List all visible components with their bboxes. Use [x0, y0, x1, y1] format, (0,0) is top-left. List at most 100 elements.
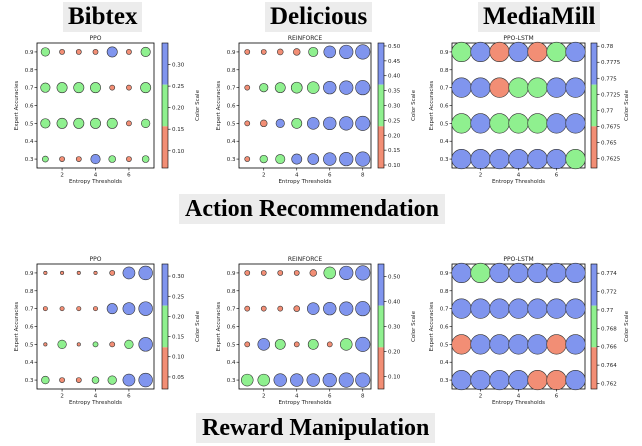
colorbar-tick-label: 0.25: [172, 84, 185, 90]
scatter-marker: [244, 49, 251, 55]
scatter-marker: [355, 265, 371, 281]
colorbar-segment-high: [591, 43, 597, 85]
x-tick-label: 6: [328, 173, 332, 179]
scatter-marker: [274, 338, 286, 350]
scatter-marker: [126, 84, 132, 91]
scatter-marker: [90, 82, 101, 94]
scatter-marker: [138, 337, 153, 352]
colorbar-label: Color Scale: [195, 310, 201, 342]
scatter-marker: [40, 47, 50, 57]
scatter-marker: [290, 373, 304, 387]
scatter-marker: [57, 339, 67, 349]
y-tick-label: 0.7: [227, 307, 236, 313]
scatter-marker: [306, 117, 320, 130]
y-tick-label: 0.8: [25, 68, 34, 74]
y-tick-label: 0.9: [440, 50, 449, 56]
scatter-marker: [489, 298, 510, 319]
x-tick-label: 8: [361, 173, 365, 179]
chart-title: PPO: [90, 256, 102, 263]
scatter-marker: [546, 334, 567, 355]
scatter-marker: [140, 46, 151, 57]
colorbar-tick-label: 0.40: [388, 74, 401, 80]
scatter-marker: [109, 270, 116, 276]
scatter-marker: [260, 49, 267, 55]
scatter-marker: [141, 118, 151, 128]
scatter-marker: [489, 369, 510, 391]
colorbar-tick-label: 0.10: [388, 375, 401, 381]
y-tick-label: 0.9: [25, 50, 34, 56]
scatter-marker: [470, 41, 491, 63]
scatter-marker: [138, 301, 153, 316]
colorbar-tick-label: 0.15: [388, 148, 401, 154]
colorbar-tick-label: 0.772: [601, 290, 617, 296]
colorbar-segment-high: [162, 264, 168, 306]
y-tick-label: 0.8: [440, 289, 449, 295]
x-tick-label: 6: [328, 394, 332, 400]
x-tick-label: 4: [295, 173, 299, 179]
y-tick-label: 0.6: [440, 325, 449, 331]
colorbar-segment-high: [378, 43, 384, 85]
colorbar-label: Color Scale: [624, 89, 630, 121]
colorbar-label: Color Scale: [411, 310, 417, 342]
colorbar-tick-label: 0.78: [601, 44, 614, 50]
y-tick-label: 0.6: [25, 104, 34, 110]
x-tick-label: 6: [127, 394, 131, 400]
plot-frame: [36, 42, 155, 169]
x-tick-label: 4: [517, 394, 521, 400]
scatter-marker: [73, 117, 85, 129]
scatter-marker: [93, 306, 98, 312]
colorbar-tick-label: 0.7775: [601, 60, 621, 66]
scatter-marker: [470, 148, 491, 170]
x-tick-label: 4: [94, 173, 98, 179]
scatter-marker: [451, 41, 472, 63]
scatter-marker: [293, 341, 300, 348]
scatter-marker: [275, 118, 285, 128]
scatter-marker: [326, 341, 333, 348]
scatter-marker: [75, 156, 82, 162]
scatter-marker: [508, 369, 529, 391]
scatter-marker: [489, 41, 510, 63]
colorbar-frame: [161, 42, 169, 169]
y-tick-label: 0.7: [440, 307, 449, 313]
scatter-marker: [109, 84, 116, 91]
y-tick-label: 0.4: [227, 360, 236, 366]
colorbar-tick-label: 0.7625: [601, 156, 621, 162]
colorbar-tick-label: 0.20: [172, 106, 185, 112]
scatter-marker: [106, 46, 118, 58]
y-tick-label: 0.3: [440, 157, 449, 163]
y-tick-label: 0.4: [25, 360, 34, 366]
colorbar-tick-label: 0.77: [601, 308, 614, 314]
scatter-marker: [339, 80, 354, 95]
scatter-marker: [489, 148, 510, 170]
colorbar-tick-label: 0.35: [388, 89, 401, 95]
section-label-reward-manipulation: Reward Manipulation: [196, 413, 436, 443]
scatter-marker: [527, 77, 548, 98]
scatter-marker: [527, 41, 548, 63]
x-tick-label: 4: [517, 173, 521, 179]
scatter-marker: [92, 49, 99, 55]
plot-frame: [238, 42, 372, 169]
scatter-marker: [323, 80, 337, 95]
scatter-marker: [508, 77, 529, 98]
scatter-marker: [291, 153, 303, 165]
scatter-marker: [355, 336, 371, 352]
y-tick-label: 0.5: [227, 121, 236, 127]
y-axis-label: Expert Accuracies: [429, 302, 435, 352]
colorbar-tick-label: 0.20: [388, 350, 401, 356]
scatter-marker: [470, 369, 491, 391]
scatter-marker: [527, 148, 548, 170]
scatter-marker: [59, 377, 65, 383]
scatter-marker: [565, 369, 586, 391]
scatter-marker: [309, 269, 317, 277]
scatter-marker: [451, 298, 472, 319]
colorbar-frame: [161, 263, 169, 390]
scatter-marker: [470, 113, 491, 134]
scatter-marker: [293, 270, 300, 276]
scatter-marker: [259, 154, 268, 164]
x-tick-label: 2: [479, 173, 483, 179]
scatter-marker: [323, 301, 337, 316]
scatter-marker: [451, 262, 472, 284]
colorbar-tick-label: 0.30: [388, 104, 401, 110]
scatter-marker: [306, 373, 320, 387]
scatter-marker: [40, 82, 51, 93]
